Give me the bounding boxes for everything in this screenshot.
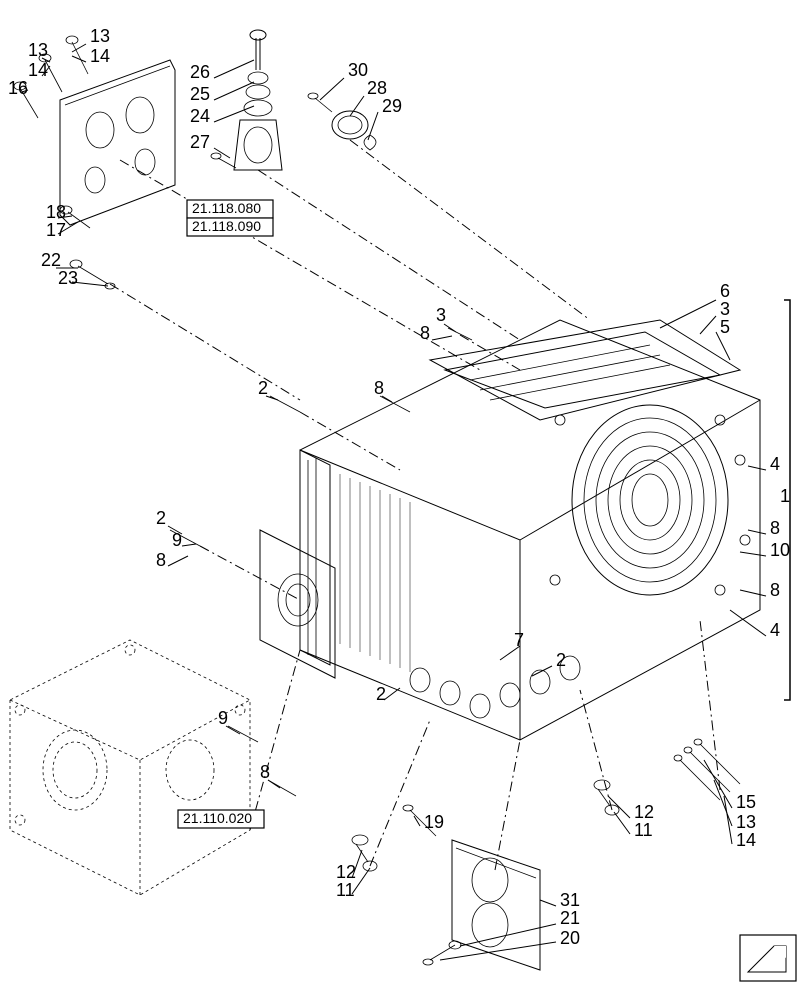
callout-14-44: 14 — [736, 830, 756, 850]
callout-8-36: 8 — [260, 762, 270, 782]
callout-26-5: 26 — [190, 62, 210, 82]
callout-10-26: 10 — [770, 540, 790, 560]
ref-box-2: 21.118.090 — [192, 218, 261, 234]
callout-18-12: 18 — [46, 202, 66, 222]
studs-bottom-right — [674, 739, 740, 800]
callout-4-23: 4 — [770, 454, 780, 474]
callout-8-22: 8 — [374, 378, 384, 398]
dowel-pins — [170, 328, 472, 796]
callout-2-34: 2 — [376, 684, 386, 704]
ref-boxes: 21.118.080 21.118.090 21.110.020 — [178, 200, 273, 828]
callout-5-20: 5 — [720, 317, 730, 337]
callout-13-2: 13 — [28, 40, 48, 60]
callout-14-1: 14 — [90, 46, 110, 66]
callout-13-0: 13 — [90, 26, 110, 46]
callout-22-14: 22 — [41, 250, 61, 270]
callout-11-38: 11 — [336, 880, 355, 900]
callout-2-21: 2 — [258, 378, 268, 398]
callout-12-37: 12 — [336, 862, 356, 882]
callout-7-32: 7 — [514, 630, 524, 650]
callout-2-29: 2 — [156, 508, 166, 528]
callout-8-27: 8 — [770, 580, 780, 600]
parts-diagram: 21.118.080 21.118.090 21.110.020 1314131… — [0, 0, 812, 1000]
callout-13-43: 13 — [736, 812, 756, 832]
callout-24-7: 24 — [190, 106, 210, 126]
callout-8-17: 8 — [420, 323, 430, 343]
callout-numbers: 1314131416262524273028291817222338635284… — [8, 26, 790, 948]
callout-27-8: 27 — [190, 132, 210, 152]
ref-box-3: 21.110.020 — [183, 810, 252, 826]
callout-8-31: 8 — [156, 550, 166, 570]
corner-page-icon — [740, 935, 796, 981]
callout-11-41: 11 — [634, 820, 653, 840]
dipstick-assembly — [211, 30, 282, 170]
callout-25-6: 25 — [190, 84, 210, 104]
main-housing — [260, 320, 760, 740]
callout-1-24: 1 — [780, 486, 790, 506]
callout-14-3: 14 — [28, 60, 48, 80]
callout-15-42: 15 — [736, 792, 756, 812]
callout-28-10: 28 — [367, 78, 387, 98]
callout-9-30: 9 — [172, 530, 182, 550]
callout-20-47: 20 — [560, 928, 580, 948]
callout-31-45: 31 — [560, 890, 580, 910]
callout-2-33: 2 — [556, 650, 566, 670]
callout-4-28: 4 — [770, 620, 780, 640]
leader-lines — [22, 44, 766, 960]
callout-8-25: 8 — [770, 518, 780, 538]
callout-3-16: 3 — [436, 305, 446, 325]
callout-9-35: 9 — [218, 708, 228, 728]
callout-6-18: 6 — [720, 281, 730, 301]
callout-23-15: 23 — [58, 268, 78, 288]
callout-16-4: 16 — [8, 78, 28, 98]
callout-21-46: 21 — [560, 908, 580, 928]
explode-lines — [110, 140, 720, 870]
callout-30-9: 30 — [348, 60, 368, 80]
callout-29-11: 29 — [382, 96, 402, 116]
drain-plug-right — [594, 780, 619, 815]
callout-12-40: 12 — [634, 802, 654, 822]
gearbox-phantom — [10, 640, 250, 895]
callout-17-13: 17 — [46, 220, 66, 240]
plug-assembly — [308, 93, 376, 150]
callout-19-39: 19 — [424, 812, 444, 832]
ref-box-1: 21.118.080 — [192, 200, 261, 216]
callout-3-19: 3 — [720, 299, 730, 319]
